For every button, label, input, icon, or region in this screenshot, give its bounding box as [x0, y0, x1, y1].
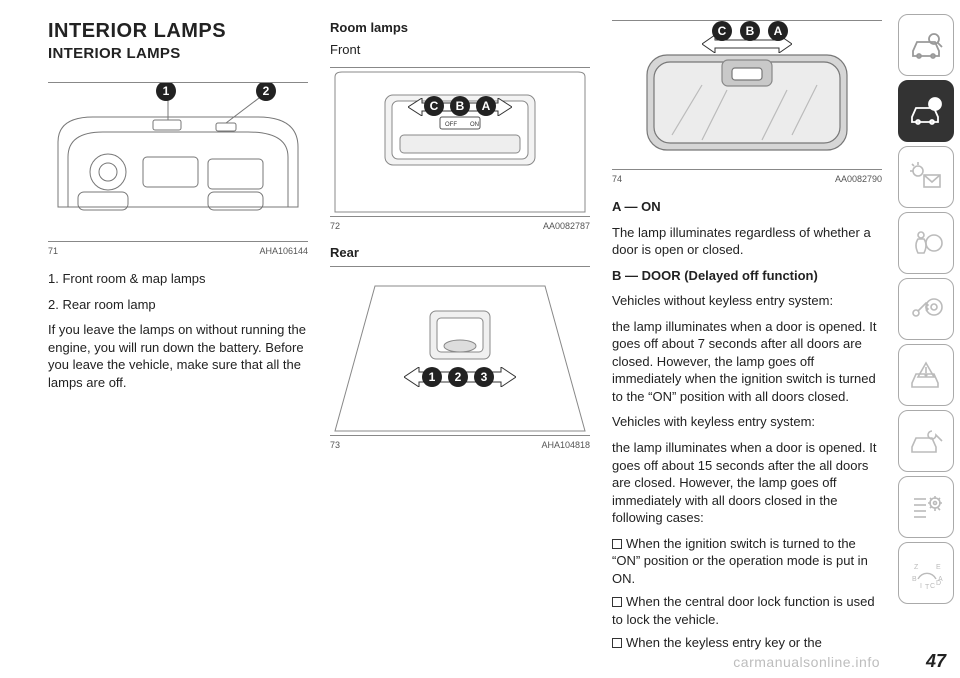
figure-number: 74	[612, 174, 622, 184]
text-block: the lamp illuminates when a door is open…	[612, 318, 882, 406]
svg-text:B: B	[912, 576, 917, 583]
text-block: B — DOOR (Delayed off function)	[612, 267, 882, 285]
column-1: INTERIOR LAMPS INTERIOR LAMPS	[48, 20, 308, 658]
column-3: C B A 74 AA0082790 A — ON The lamp illumi…	[612, 20, 882, 658]
text-block: Vehicles with keyless entry system:	[612, 413, 882, 431]
page-number: 47	[926, 651, 946, 672]
manual-page: INTERIOR LAMPS INTERIOR LAMPS	[0, 0, 960, 678]
sidebar-tab-car-info[interactable]: i	[898, 80, 954, 142]
marker-b: B	[450, 96, 470, 116]
figure-71: 1 2	[48, 82, 308, 242]
page-subtitle: INTERIOR LAMPS	[48, 45, 308, 62]
marker-2: 2	[256, 82, 276, 101]
figure-72: OFF ON C B A	[330, 67, 590, 217]
checkbox-icon	[612, 539, 622, 549]
section-sub: Front	[330, 41, 590, 59]
figure-72-caption: 72 AA0082787	[330, 221, 590, 231]
column-2: Room lamps Front OFF ON C B	[330, 20, 590, 658]
figure-73-caption: 73 AHA104818	[330, 440, 590, 450]
marker-b: B	[740, 21, 760, 41]
text-block: the lamp illuminates when a door is open…	[612, 439, 882, 527]
figure-74: C B A	[612, 20, 882, 170]
text-block: When the ignition switch is turned to th…	[612, 535, 882, 588]
checkbox-icon	[612, 597, 622, 607]
svg-text:Z: Z	[914, 564, 919, 571]
text-block: The lamp illuminates regardless of wheth…	[612, 224, 882, 259]
sidebar-tab-key-wheel[interactable]	[898, 278, 954, 340]
figure-ref: AHA104818	[541, 440, 590, 450]
figure-number: 73	[330, 440, 340, 450]
text-block: A — ON	[612, 198, 882, 216]
svg-text:T: T	[925, 584, 930, 591]
marker-2: 2	[448, 367, 468, 387]
figure-number: 71	[48, 246, 58, 256]
svg-text:E: E	[936, 564, 941, 571]
svg-text:C: C	[930, 583, 935, 590]
checkbox-icon	[612, 638, 622, 648]
watermark: carmanualsonline.info	[733, 654, 880, 670]
svg-text:I: I	[920, 583, 922, 590]
sidebar-tab-car-wrench[interactable]	[898, 410, 954, 472]
marker-1: 1	[156, 82, 176, 101]
switch-off-label: OFF	[445, 122, 457, 128]
page-title: INTERIOR LAMPS	[48, 20, 308, 43]
text-block: When the keyless entry key or the	[612, 634, 882, 652]
svg-text:i: i	[934, 100, 937, 111]
switch-on-label: ON	[470, 122, 479, 128]
text-line: If you leave the lamps on without runnin…	[48, 321, 308, 391]
marker-1: 1	[422, 367, 442, 387]
sidebar-tabs: iZEBAICTD	[898, 14, 954, 608]
sidebar-tab-airbag[interactable]	[898, 212, 954, 274]
section-sub: Rear	[330, 245, 590, 260]
sidebar-tab-car-warn[interactable]	[898, 344, 954, 406]
figure-71-caption: 71 AHA106144	[48, 246, 308, 256]
text-blocks: A — ON The lamp illuminates regardless of…	[612, 198, 882, 658]
figure-74-caption: 74 AA0082790	[612, 174, 882, 184]
marker-3: 3	[474, 367, 494, 387]
figure-number: 72	[330, 221, 340, 231]
figure-ref: AA0082787	[543, 221, 590, 231]
marker-c: C	[712, 21, 732, 41]
sidebar-tab-light-mail[interactable]	[898, 146, 954, 208]
figure-73: 1 2 3	[330, 266, 590, 436]
sidebar-tab-car-search[interactable]	[898, 14, 954, 76]
marker-a: A	[476, 96, 496, 116]
text-line: 2. Rear room lamp	[48, 296, 308, 314]
text-line: 1. Front room & map lamps	[48, 270, 308, 288]
sidebar-tab-list-gear[interactable]	[898, 476, 954, 538]
figure-ref: AA0082790	[835, 174, 882, 184]
text-block: When the central door lock function is u…	[612, 593, 882, 628]
marker-a: A	[768, 21, 788, 41]
marker-c: C	[424, 96, 444, 116]
sidebar-tab-alpha-dial[interactable]: ZEBAICTD	[898, 542, 954, 604]
section-heading: Room lamps	[330, 20, 590, 35]
figure-ref: AHA106144	[259, 246, 308, 256]
svg-text:D: D	[936, 580, 941, 587]
text-block: Vehicles without keyless entry system:	[612, 292, 882, 310]
